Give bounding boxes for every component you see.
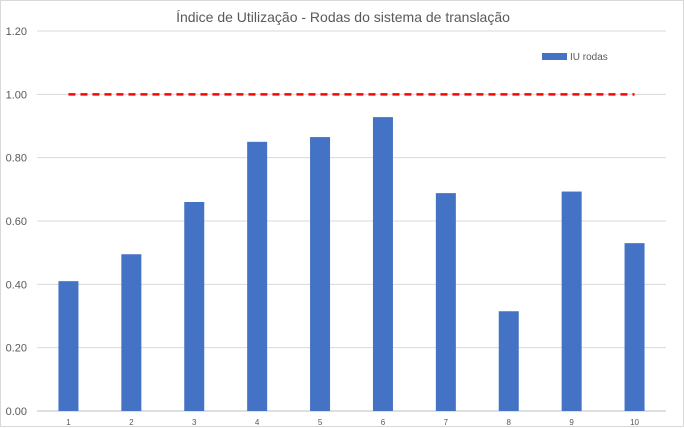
bar — [247, 141, 268, 412]
bar — [435, 193, 456, 411]
chart-title: Índice de Utilização - Rodas do sistema … — [176, 9, 510, 25]
x-tick-label: 4 — [255, 418, 260, 427]
x-tick-label: 9 — [569, 418, 574, 427]
bar — [310, 137, 331, 412]
y-tick-label: 1.20 — [6, 26, 27, 38]
y-tick-label: 1.00 — [6, 89, 27, 101]
y-tick-label: 0.80 — [6, 153, 27, 165]
x-tick-label: 7 — [444, 418, 449, 427]
y-tick-label: 0.00 — [6, 406, 27, 418]
x-tick-label: 6 — [381, 418, 386, 427]
y-tick-label: 0.40 — [6, 279, 27, 291]
bar — [561, 191, 582, 411]
bar — [498, 311, 519, 411]
bar — [624, 243, 645, 411]
x-tick-label: 3 — [192, 418, 197, 427]
x-tick-label: 2 — [129, 418, 134, 427]
bar — [372, 117, 393, 411]
y-axis-ticks: 0.00 0.20 0.40 0.60 0.80 1.00 1.20 — [6, 26, 27, 418]
x-tick-label: 10 — [630, 418, 639, 427]
legend-swatch — [542, 53, 567, 60]
x-tick-label: 5 — [318, 418, 323, 427]
x-tick-label: 8 — [507, 418, 512, 427]
y-tick-label: 0.60 — [6, 216, 27, 228]
legend: IU rodas — [542, 52, 608, 63]
y-tick-label: 0.20 — [6, 343, 27, 355]
bar — [58, 281, 79, 411]
legend-label: IU rodas — [570, 52, 608, 63]
bar — [121, 254, 142, 411]
bars — [58, 117, 645, 412]
x-axis-ticks: 1 2 3 4 5 6 7 8 9 10 — [66, 418, 639, 427]
x-tick-label: 1 — [66, 418, 71, 427]
bar — [184, 202, 205, 411]
